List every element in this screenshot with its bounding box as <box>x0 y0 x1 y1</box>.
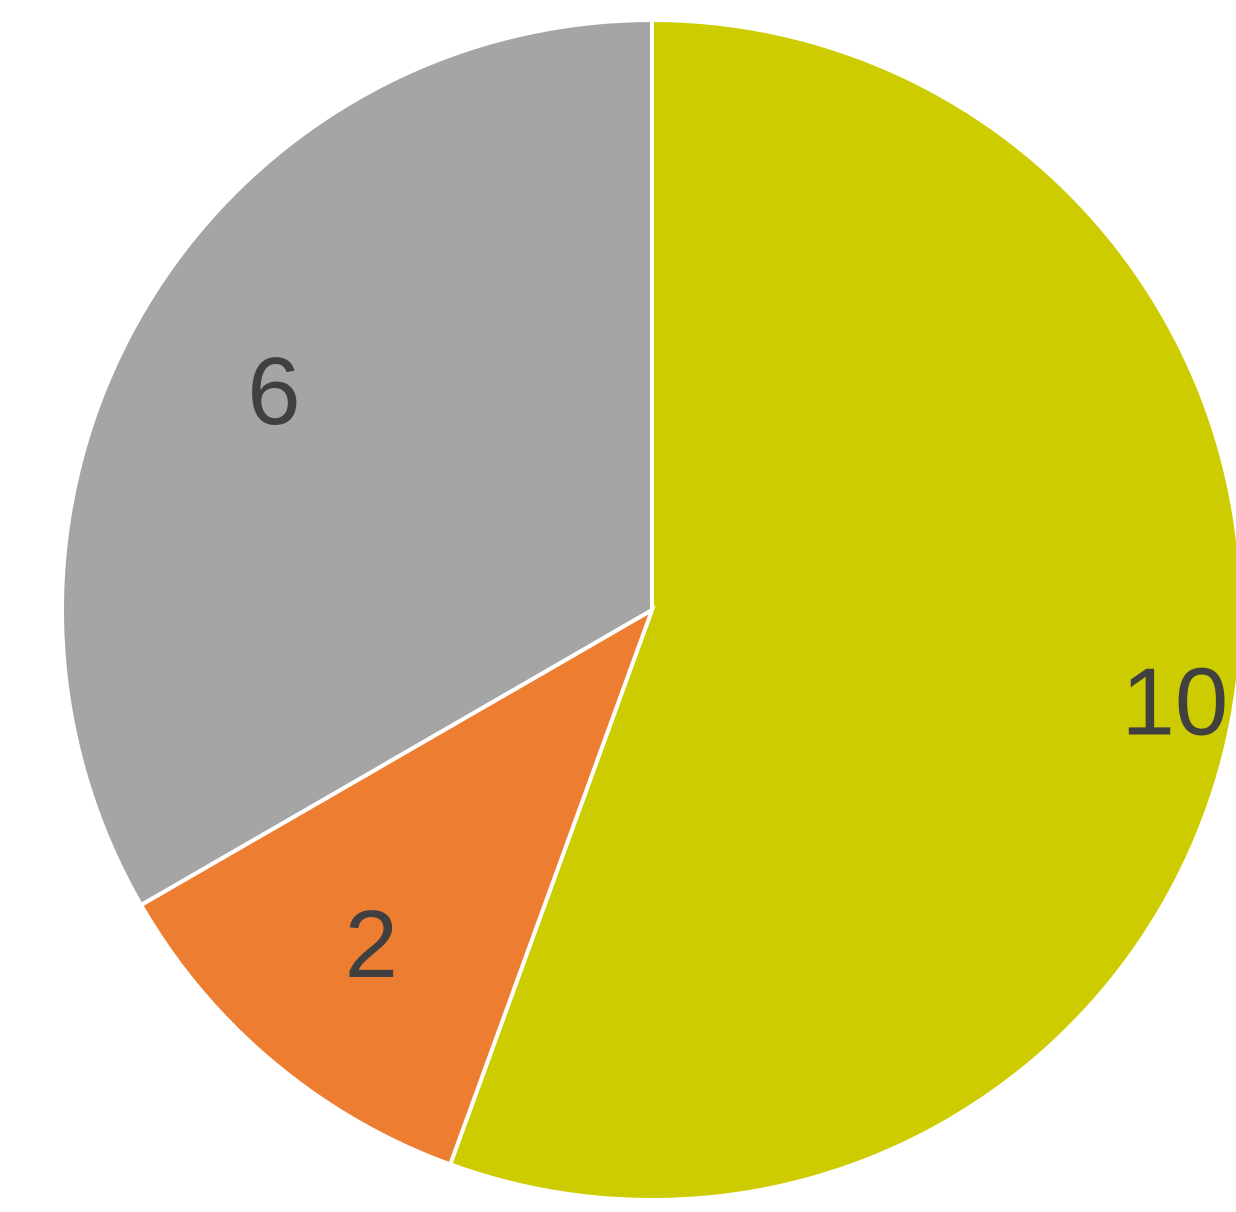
pie-slice-6 <box>60 17 654 908</box>
pie-slice-10 <box>447 17 1236 1202</box>
pie-slice-2 <box>138 605 656 1167</box>
data-label-2: 2 <box>345 891 398 998</box>
slices-layer <box>60 17 1236 1202</box>
labels-layer: 10 2 6 <box>247 338 1228 998</box>
data-label-10: 10 <box>1122 649 1229 756</box>
data-label-6: 6 <box>247 338 300 445</box>
